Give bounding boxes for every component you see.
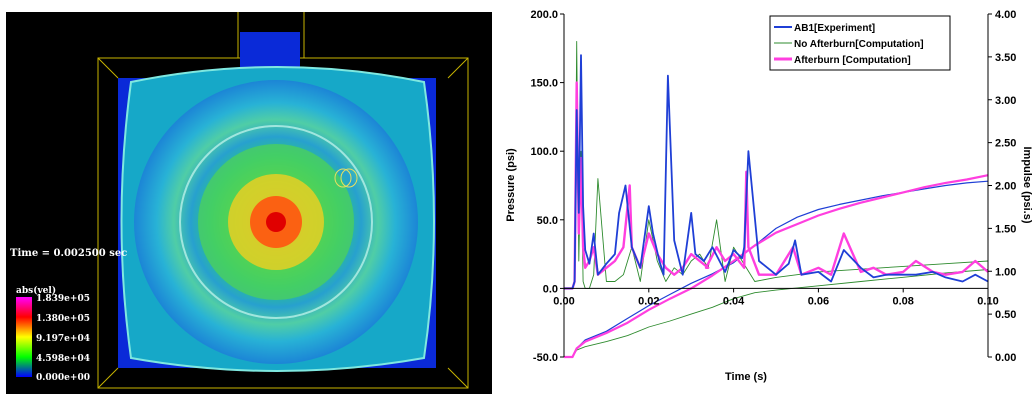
y-tick-label: -50.0 bbox=[533, 352, 558, 364]
y2-tick-label: 1.00 bbox=[995, 266, 1016, 278]
x-tick-label: 0.04 bbox=[723, 295, 745, 307]
legend-box bbox=[769, 15, 951, 71]
y2-tick-label: 3.50 bbox=[995, 52, 1016, 64]
series-line-no-afterburn-impulse bbox=[564, 269, 989, 358]
series-line-ab1-experiment bbox=[564, 54, 989, 290]
y2-tick-label: 2.50 bbox=[995, 138, 1016, 150]
colorbar-label-2: 1.380e+05 bbox=[36, 314, 90, 324]
y2-tick-label: 4.00 bbox=[995, 9, 1016, 21]
x-axis-title: Time (s) bbox=[725, 371, 767, 383]
pressure-impulse-chart: -50.0 0.0 50.0 100.0 150.0 200.0 0.00 0.50 1.00 1… bbox=[505, 9, 1033, 383]
series-line-afterburn-impulse bbox=[564, 174, 989, 359]
time-label: Time = 0.002500 sec bbox=[10, 248, 127, 259]
x-tick-label: 0.00 bbox=[553, 295, 574, 307]
x-tick-label: 0.02 bbox=[638, 295, 659, 307]
y-tick-label: 150.0 bbox=[530, 78, 558, 90]
legend-label-experiment: AB1[Experiment] bbox=[794, 23, 875, 34]
simulation-panel: Time = 0.002500 sec abs(vel) 1.839e+05 1… bbox=[6, 12, 492, 394]
legend: AB1[Experiment] No Afterburn[Computation… bbox=[769, 15, 951, 71]
y-tick-label: 100.0 bbox=[530, 146, 558, 158]
y-tick-label: 0.0 bbox=[543, 283, 558, 295]
colorbar-title: abs(vel) bbox=[16, 285, 56, 296]
y-axis-title: Pressure (psi) bbox=[505, 148, 517, 222]
colorbar bbox=[16, 297, 32, 377]
colorbar-label-4: 4.598e+04 bbox=[36, 354, 90, 364]
y2-tick-label: 0.50 bbox=[995, 309, 1016, 321]
y2-axis-title: Impulse (psi.s) bbox=[1021, 146, 1033, 223]
y2-tick-label: 1.50 bbox=[995, 223, 1016, 235]
y2-tick-label: 2.00 bbox=[995, 181, 1016, 193]
x-tick-label: 0.06 bbox=[808, 295, 829, 307]
colorbar-label-1: 1.839e+05 bbox=[36, 294, 90, 304]
colorbar-label-3: 9.197e+04 bbox=[36, 334, 90, 344]
gauge-marker bbox=[334, 168, 358, 188]
chart-panel: -50.0 0.0 50.0 100.0 150.0 200.0 0.00 0.50 1.00 1… bbox=[496, 0, 1036, 394]
x-tick-label: 0.10 bbox=[977, 295, 998, 307]
series-line-afterburn-computation bbox=[564, 81, 989, 290]
series-line-no-afterburn-computation bbox=[564, 40, 989, 289]
y-tick-label: 50.0 bbox=[537, 215, 558, 227]
y-tick-label: 200.0 bbox=[530, 9, 558, 21]
legend-label-no-afterburn: No Afterburn[Computation] bbox=[794, 39, 924, 50]
legend-label-afterburn: Afterburn [Computation] bbox=[794, 55, 911, 66]
y2-tick-label: 3.00 bbox=[995, 95, 1016, 107]
shock-front bbox=[179, 125, 373, 319]
y2-tick-label: 0.00 bbox=[995, 352, 1016, 364]
colorbar-label-5: 0.000e+00 bbox=[36, 373, 90, 383]
simulation-plot: Time = 0.002500 sec abs(vel) 1.839e+05 1… bbox=[10, 12, 469, 389]
fireball-center bbox=[266, 212, 286, 232]
x-tick-label: 0.08 bbox=[892, 295, 913, 307]
